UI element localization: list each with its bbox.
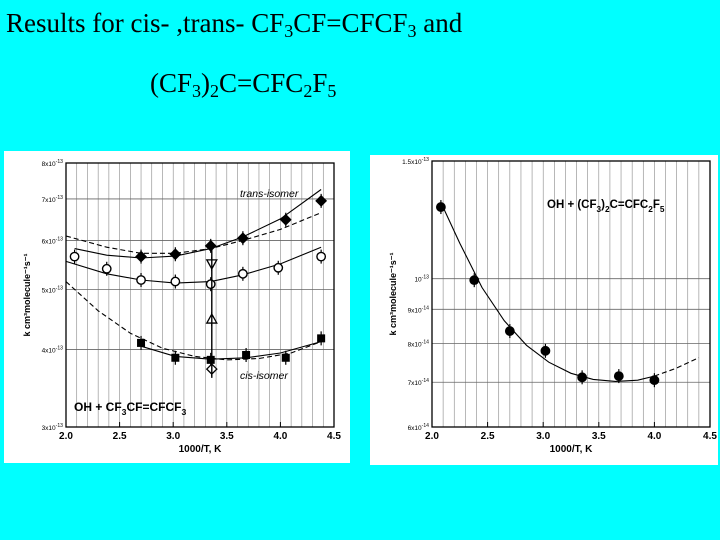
data-points xyxy=(69,193,328,377)
chart-left: 2.0 2.5 3.0 3.5 4.0 4.5 3x10-13 4x10-13 5x10-13 6… xyxy=(22,159,341,455)
y-tick-label: 7x10-13 xyxy=(42,195,64,204)
data-point xyxy=(273,262,284,273)
grid xyxy=(65,162,335,428)
fit-curve-dashed xyxy=(65,281,322,361)
data-points xyxy=(435,200,660,388)
data-point xyxy=(206,355,215,364)
data-point xyxy=(279,213,292,226)
x-tick-label: 4.5 xyxy=(327,431,341,442)
x-tick-label: 3.5 xyxy=(220,431,234,442)
y-tick-label: 6x10-14 xyxy=(408,423,430,432)
annotation-cis-isomer: cis-isomer xyxy=(240,370,288,382)
x-tick-label: 3.0 xyxy=(166,431,180,442)
fit-curve-dashed xyxy=(65,212,322,254)
data-point xyxy=(237,268,248,279)
data-point xyxy=(170,276,181,287)
annotation-trans-isomer: trans-isomer xyxy=(240,188,299,200)
fit-curves xyxy=(440,202,700,382)
x-tick-label: 4.0 xyxy=(273,431,287,442)
fit-curves xyxy=(65,189,322,361)
data-point xyxy=(137,338,146,347)
fit-curve-dashed xyxy=(654,357,700,377)
y-tick-label: 8x10-14 xyxy=(408,339,430,348)
y-tick-label: 4x10-13 xyxy=(42,346,64,355)
data-point xyxy=(205,279,216,290)
data-point xyxy=(649,375,660,386)
data-point xyxy=(540,345,551,356)
chart-panel-right: 2.0 2.5 3.0 3.5 4.0 4.5 6x10-14 7x10-14 8x10-14 9… xyxy=(370,155,718,465)
slide-title-line2: (CF3)2C=CFC2F5 xyxy=(150,68,337,101)
x-tick-label: 2.5 xyxy=(113,431,127,442)
data-point xyxy=(171,353,180,362)
y-tick-label: 7x10-14 xyxy=(408,378,430,387)
fit-curve xyxy=(440,202,655,382)
reaction-label: OH + (CF3)2C=CFC2F5 xyxy=(547,199,665,214)
plot-frame xyxy=(65,162,335,428)
y-tick-label: 9x10-14 xyxy=(408,305,430,314)
data-point xyxy=(204,239,217,252)
data-point xyxy=(69,251,80,262)
data-point xyxy=(316,251,327,262)
data-point xyxy=(101,263,112,274)
y-tick-label: 3x10-13 xyxy=(42,423,64,432)
chart-panel-left: 2.0 2.5 3.0 3.5 4.0 4.5 3x10-13 4x10-13 5x10-13 6… xyxy=(4,151,350,463)
data-point xyxy=(469,275,480,286)
x-tick-label: 2.0 xyxy=(59,431,73,442)
plot-frame xyxy=(431,160,711,428)
data-point xyxy=(577,372,588,383)
x-tick-label: 2.0 xyxy=(425,431,439,442)
data-point xyxy=(315,194,328,207)
data-point xyxy=(169,248,182,261)
data-point xyxy=(242,351,251,360)
slide-title-line1: Results for cis- ,trans- CF3CF=CFCF3 and xyxy=(6,8,463,41)
x-tick-label: 4.0 xyxy=(647,431,661,442)
x-axis-label: 1000/T, K xyxy=(550,444,594,455)
fit-curve xyxy=(140,341,322,360)
x-tick-label: 2.5 xyxy=(481,431,495,442)
y-tick-label: 8x10-13 xyxy=(42,159,64,168)
x-tick-label: 4.5 xyxy=(703,431,717,442)
y-axis-label: k cm³molecule⁻¹s⁻¹ xyxy=(388,252,398,335)
data-point xyxy=(236,232,249,245)
data-point xyxy=(613,371,624,381)
fit-curve xyxy=(74,189,322,259)
y-tick-label: 6x10-13 xyxy=(42,236,64,245)
data-point xyxy=(281,353,290,362)
data-point xyxy=(435,202,446,212)
data-point xyxy=(136,275,146,285)
data-point xyxy=(135,250,147,263)
data-point xyxy=(504,326,515,336)
y-tick-label: 10-13 xyxy=(414,275,429,284)
y-tick-label: 5x10-13 xyxy=(42,286,64,295)
chart-right: 2.0 2.5 3.0 3.5 4.0 4.5 6x10-14 7x10-14 8x10-14 9… xyxy=(388,157,717,455)
y-axis-label: k cm³molecule⁻¹s⁻¹ xyxy=(22,253,32,336)
y-tick-label: 1.5x10-13 xyxy=(402,157,429,166)
x-tick-label: 3.5 xyxy=(592,431,606,442)
x-axis-label: 1000/T, K xyxy=(179,444,223,455)
x-tick-label: 3.0 xyxy=(536,431,550,442)
reaction-label: OH + CF3CF=CFCF3 xyxy=(74,400,186,417)
data-point xyxy=(317,334,326,343)
